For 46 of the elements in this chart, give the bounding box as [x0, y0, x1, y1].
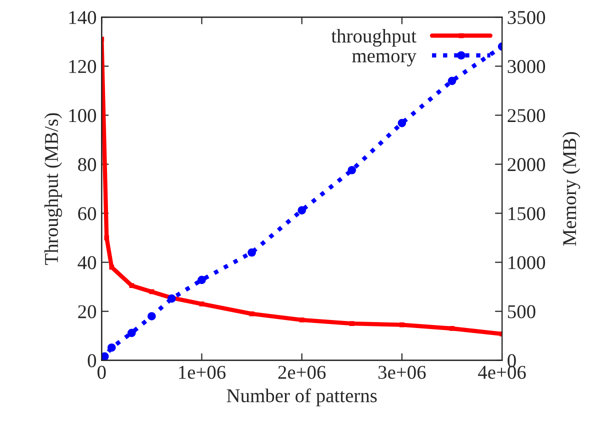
y2-tick-label: 2500	[508, 109, 546, 122]
point	[448, 76, 456, 86]
point	[248, 248, 256, 257]
point	[249, 311, 254, 316]
x-axis-title: Number of patterns	[226, 388, 377, 406]
point	[299, 317, 304, 322]
x-tick-label: 4e+06	[478, 366, 526, 379]
x-tick-label: 0	[98, 366, 106, 379]
legend-label: memory	[352, 53, 416, 66]
y-tick-label: 40	[78, 256, 96, 270]
y2-tick-label: 1000	[508, 256, 546, 270]
point	[107, 343, 116, 352]
point	[109, 264, 114, 270]
y-tick-label: 20	[78, 305, 96, 318]
point	[349, 321, 354, 326]
point	[104, 235, 110, 240]
point	[199, 302, 204, 306]
y-tick-label: 80	[78, 158, 96, 172]
point	[198, 276, 206, 284]
x-tick-label: 3e+06	[378, 366, 426, 379]
y2-tick-label: 1500	[508, 207, 546, 220]
y-tick-label: 0	[88, 354, 96, 368]
x-tick-label: 2e+06	[278, 366, 326, 379]
point	[450, 326, 454, 331]
x-tick-label: 1e+06	[179, 366, 226, 379]
point	[148, 312, 156, 320]
y2-tick-label: 3000	[508, 60, 546, 74]
y-tick-label: 120	[69, 60, 96, 74]
point	[129, 283, 134, 288]
y2-tick-label: 500	[508, 305, 536, 318]
point	[128, 328, 136, 338]
y2-axis-title: Memory (MB)	[562, 132, 580, 246]
point	[298, 206, 306, 214]
point	[149, 289, 154, 294]
legend-label: throughput	[331, 28, 416, 47]
y2-tick-label: 2000	[508, 158, 546, 172]
point	[398, 118, 406, 128]
y-axis-title: Throughput (MB/s)	[44, 113, 62, 265]
point	[348, 166, 356, 174]
y-tick-label: 100	[69, 109, 96, 122]
y2-tick-label: 0	[508, 354, 516, 368]
y-tick-label: 60	[78, 207, 96, 220]
point	[400, 322, 404, 328]
y2-tick-label: 3500	[508, 10, 546, 24]
y-tick-label: 140	[69, 10, 96, 24]
point	[168, 294, 176, 303]
